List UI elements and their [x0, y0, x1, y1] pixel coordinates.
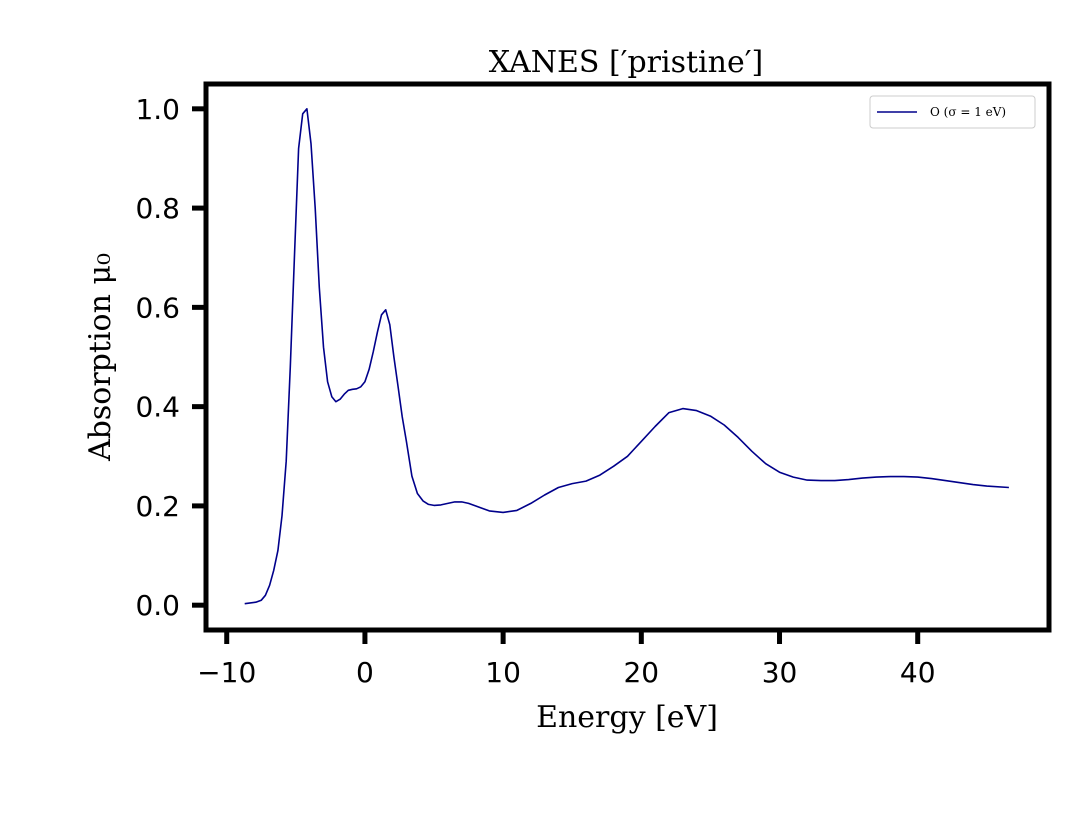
y-tick-label: 0.2: [135, 490, 180, 523]
axis-ticks: −10 0 10 20 30 40 0.0 0.2 0.4 0.6 0.8 1.0: [135, 93, 935, 689]
series-line-oxygen: [244, 108, 1009, 605]
x-tick-label: 30: [762, 656, 798, 689]
x-tick-label: 20: [623, 656, 659, 689]
legend: O (σ = 1 eV): [869, 95, 1036, 129]
y-tick-label: 0.6: [135, 291, 180, 324]
y-tick-label: 0.8: [135, 192, 180, 225]
x-tick-label: 10: [485, 656, 521, 689]
x-axis-label: Energy [eV]: [536, 700, 718, 735]
y-tick-label: 0.4: [135, 391, 180, 424]
x-tick-label: 0: [356, 656, 374, 689]
x-tick-label: −10: [197, 656, 256, 689]
chart-title: XANES [′pristine′]: [489, 45, 763, 80]
y-tick-label: 0.0: [135, 589, 180, 622]
legend-box: [869, 95, 1036, 129]
legend-label: O (σ = 1 eV): [930, 105, 1006, 119]
x-tick-label: 40: [900, 656, 936, 689]
plot-area: [244, 108, 1009, 605]
y-tick-label: 1.0: [135, 93, 180, 126]
y-axis-label: Absorption μ₀: [83, 253, 118, 462]
plot-frame: [203, 81, 1052, 633]
